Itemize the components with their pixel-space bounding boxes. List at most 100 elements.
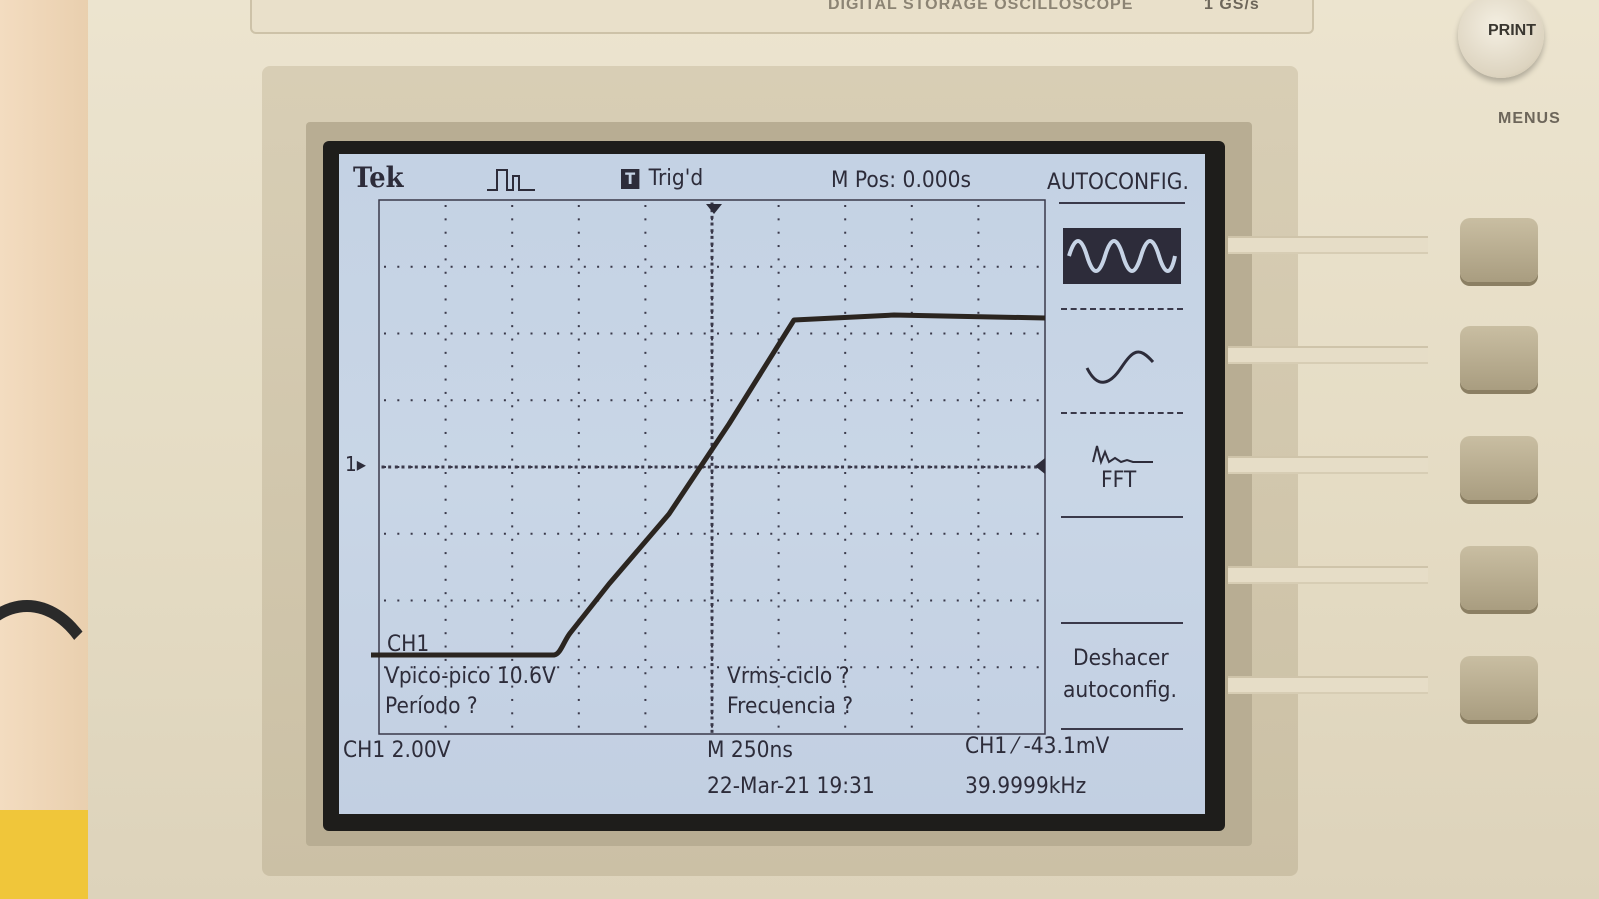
menu-item-multi-cycle[interactable] (1063, 228, 1181, 284)
grid-dot (410, 666, 413, 669)
grid-dot (844, 258, 847, 261)
grid-dot (777, 458, 780, 461)
grid-dot (644, 218, 647, 221)
grid-dot (777, 218, 780, 221)
grid-dot (910, 378, 913, 381)
grid-dot (577, 298, 580, 301)
grid-dot (610, 265, 613, 268)
grid-dot (437, 466, 440, 468)
grid-dot (577, 378, 580, 381)
grid-dot (661, 465, 665, 469)
grid-dot (844, 672, 847, 675)
grid-dot (844, 725, 847, 728)
grid-dot (756, 532, 759, 535)
menu-item-empty[interactable] (1063, 520, 1181, 620)
grid-dot (930, 532, 933, 535)
vrms-measurement: Vrms-ciclo ? (727, 664, 850, 689)
grid-dot (644, 525, 647, 528)
grid-dot (996, 666, 999, 669)
grid-dot (710, 629, 714, 633)
grid-dot (710, 322, 714, 326)
fft-icon (1092, 445, 1153, 466)
grid-dot (863, 599, 866, 602)
grid-dot (903, 399, 906, 402)
grid-dot (714, 465, 718, 469)
print-button[interactable] (1458, 0, 1544, 78)
grid-dot (777, 245, 780, 248)
single-cycle-wave-icon (1085, 350, 1155, 384)
menu-button-5[interactable] (1460, 656, 1538, 720)
grid-dot (844, 632, 847, 635)
grid-dot (703, 466, 706, 468)
grid-dot (644, 685, 647, 688)
grid-dot (977, 338, 980, 341)
grid-dot (777, 592, 780, 595)
menu-button-1[interactable] (1460, 218, 1538, 282)
grid-dot (511, 618, 514, 621)
grid-dot (710, 536, 714, 540)
grid-dot (930, 399, 933, 402)
grid-dot (743, 332, 746, 335)
grid-dot (677, 532, 680, 535)
grid-dot (577, 658, 580, 661)
grid-dot (444, 658, 447, 661)
grid-dot (710, 496, 714, 500)
grid-dot (637, 265, 640, 268)
grid-dot (521, 465, 525, 469)
grid-dot (810, 666, 813, 669)
grid-dot (677, 666, 680, 669)
menu-button-2[interactable] (1460, 326, 1538, 390)
grid-dot (577, 285, 580, 288)
menu-item-single-cycle[interactable] (1063, 322, 1181, 408)
grid-dot (1023, 532, 1026, 535)
grid-dot (710, 255, 714, 259)
grid-dot (650, 466, 653, 468)
grid-dot (511, 605, 514, 608)
grid-dot (717, 466, 719, 468)
grid-dot (644, 512, 647, 515)
grid-dot (650, 666, 653, 669)
grid-dot (994, 465, 998, 469)
grid-dot (710, 229, 714, 233)
grid-dot (437, 265, 440, 268)
grid-dot (570, 265, 573, 268)
menu-button-3[interactable] (1460, 436, 1538, 500)
frequency-measurement: Frecuencia ? (727, 694, 854, 719)
grid-dot (711, 698, 713, 701)
grid-dot (910, 565, 913, 568)
grid-dot (710, 636, 714, 640)
acquire-mode-icon (487, 169, 535, 191)
grid-dot (974, 465, 978, 469)
grid-dot (1023, 399, 1026, 402)
grid-dot (711, 298, 713, 301)
menu-item-undo-autoconfig[interactable]: Deshacer autoconfig. (1057, 626, 1187, 726)
grid-dot (710, 349, 714, 353)
grid-dot (1023, 332, 1026, 335)
grid-dot (977, 618, 980, 621)
grid-dot (570, 466, 573, 468)
grid-dot (543, 399, 546, 402)
grid-dot (397, 666, 400, 669)
grid-dot (690, 532, 693, 535)
grid-dot (910, 645, 913, 648)
grid-dot (977, 325, 980, 328)
menu-button-4[interactable] (1460, 546, 1538, 610)
grid-dot (711, 525, 713, 528)
grid-dot (903, 265, 906, 268)
grid-dot (940, 465, 944, 469)
grid-dot (910, 365, 913, 368)
grid-dot (977, 605, 980, 608)
grid-dot (977, 231, 980, 234)
grid-dot (910, 271, 913, 274)
grid-dot (934, 465, 938, 469)
grid-dot (910, 672, 913, 675)
grid-dot (711, 378, 713, 381)
grid-dot (930, 332, 933, 335)
grid-dot (681, 465, 685, 469)
grid-dot (1010, 332, 1013, 335)
grid-dot (444, 431, 447, 434)
menu-item-fft[interactable]: FFT (1063, 424, 1181, 514)
grid-dot (437, 532, 440, 535)
grid-dot (910, 512, 913, 515)
grid-dot (644, 325, 647, 328)
